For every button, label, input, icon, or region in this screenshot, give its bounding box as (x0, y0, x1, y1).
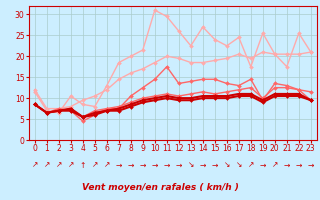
Text: →: → (176, 160, 182, 170)
Text: →: → (260, 160, 266, 170)
Text: ↗: ↗ (44, 160, 50, 170)
Text: ↘: ↘ (236, 160, 242, 170)
Text: ↗: ↗ (272, 160, 278, 170)
Text: →: → (164, 160, 170, 170)
Text: →: → (116, 160, 122, 170)
Text: Vent moyen/en rafales ( km/h ): Vent moyen/en rafales ( km/h ) (82, 184, 238, 192)
Text: ↗: ↗ (248, 160, 254, 170)
Text: →: → (128, 160, 134, 170)
Text: ↗: ↗ (56, 160, 62, 170)
Text: →: → (152, 160, 158, 170)
Text: ↗: ↗ (32, 160, 38, 170)
Text: ↗: ↗ (68, 160, 74, 170)
Text: →: → (308, 160, 314, 170)
Text: ↘: ↘ (224, 160, 230, 170)
Text: →: → (140, 160, 146, 170)
Text: →: → (212, 160, 218, 170)
Text: ↑: ↑ (80, 160, 86, 170)
Text: →: → (284, 160, 290, 170)
Text: ↗: ↗ (92, 160, 98, 170)
Text: →: → (296, 160, 302, 170)
Text: ↗: ↗ (104, 160, 110, 170)
Text: →: → (200, 160, 206, 170)
Text: ↘: ↘ (188, 160, 194, 170)
